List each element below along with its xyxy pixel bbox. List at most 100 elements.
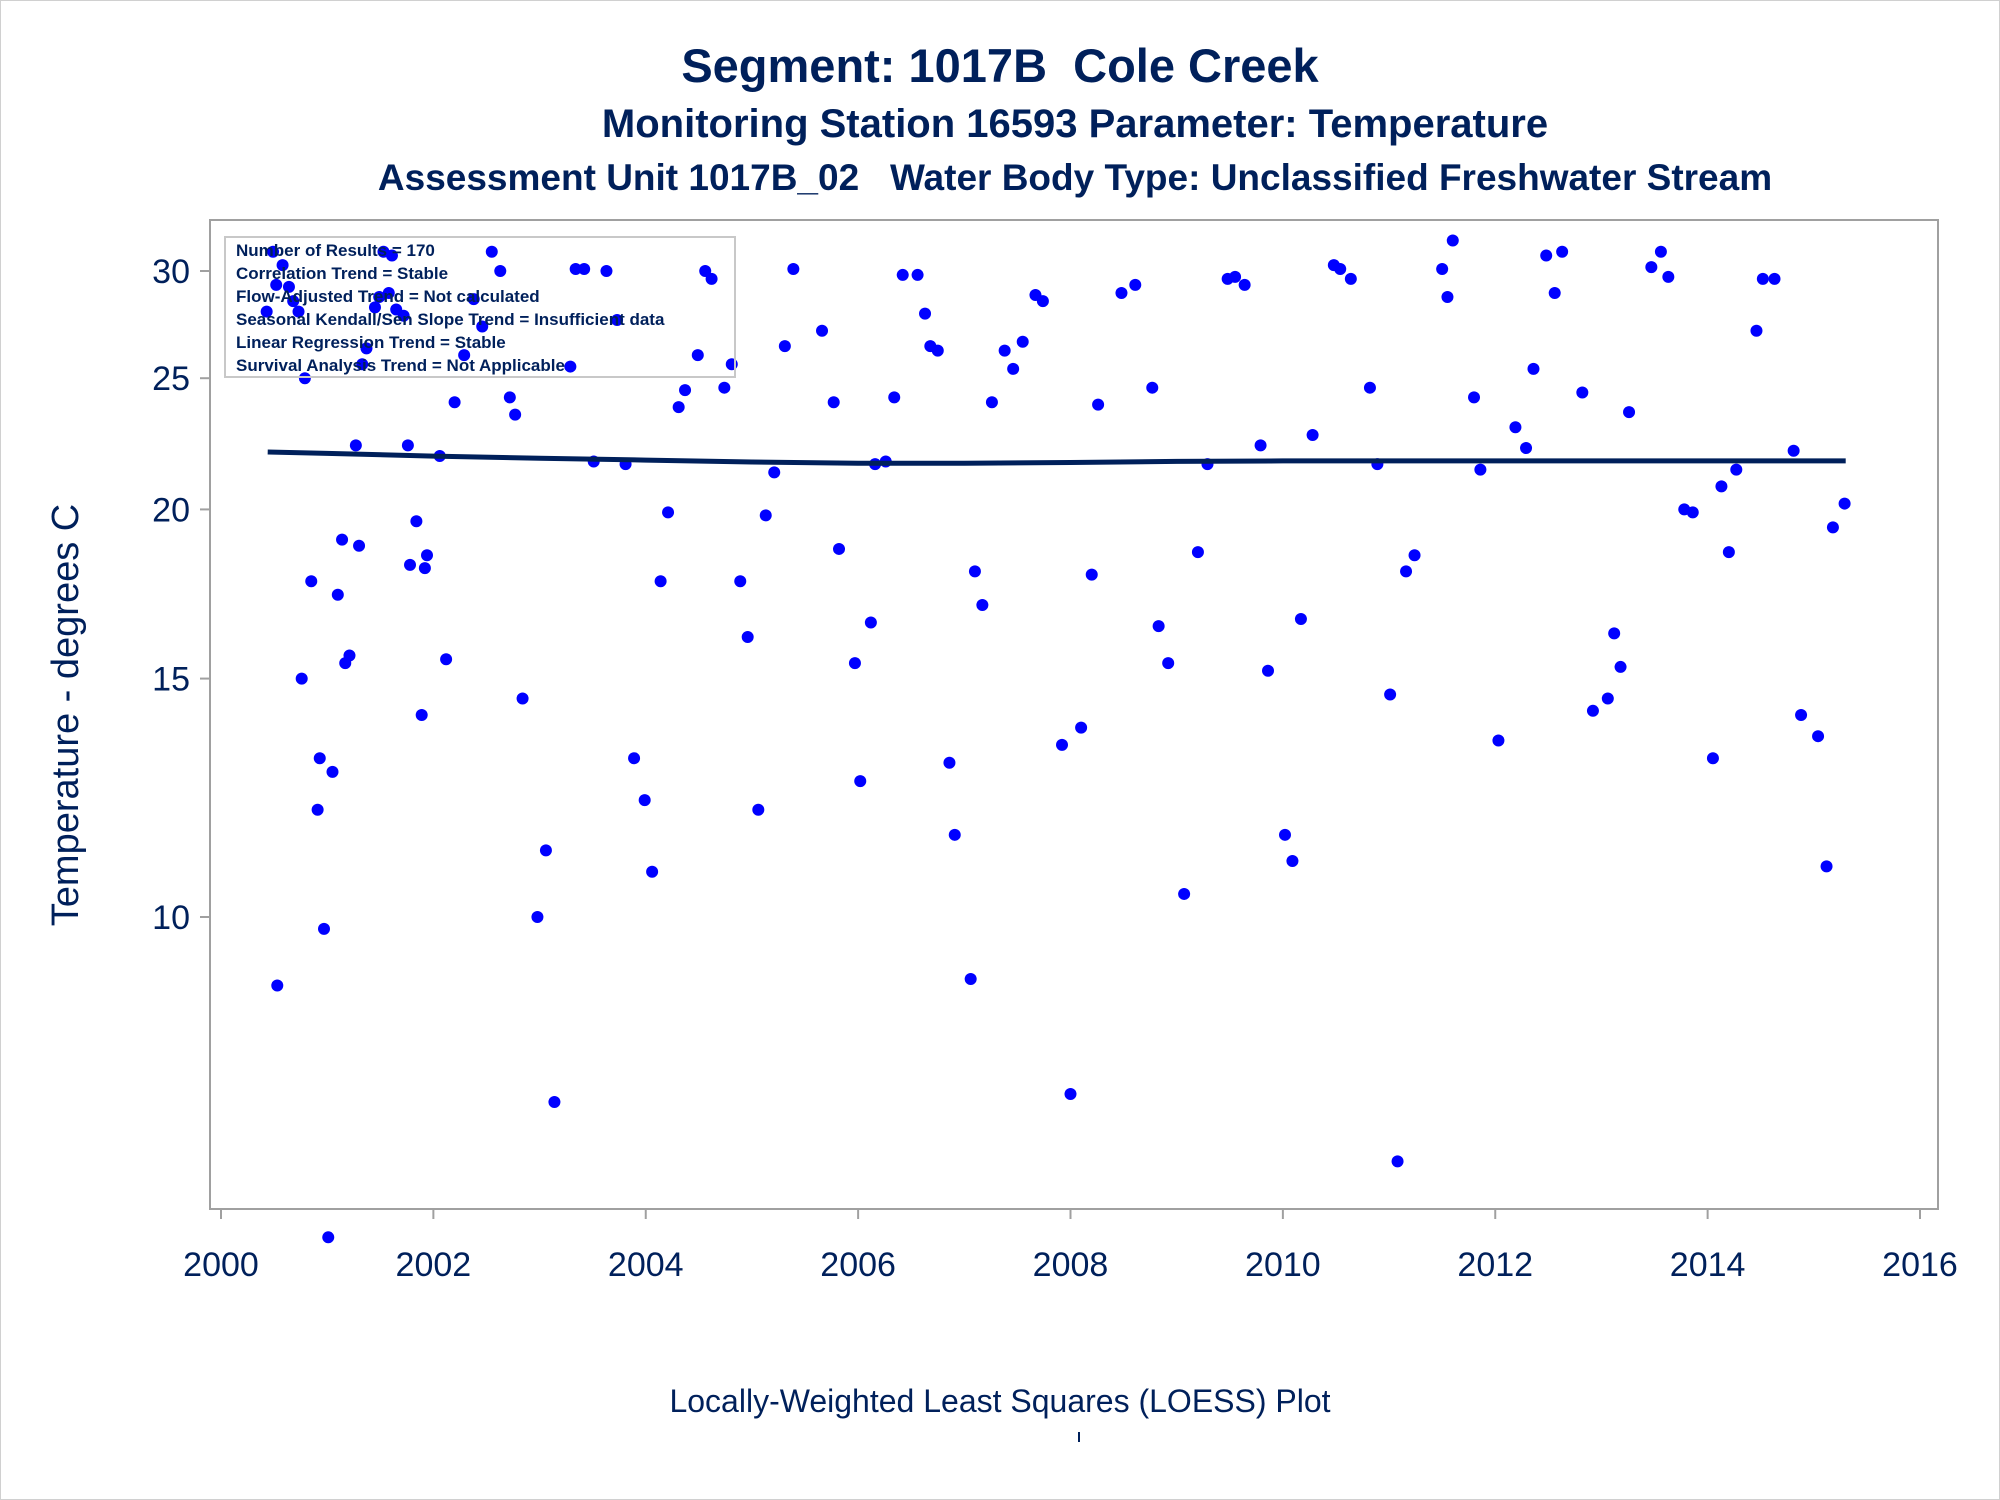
data-point xyxy=(827,396,840,409)
data-point xyxy=(638,794,651,807)
data-point xyxy=(1092,398,1105,411)
data-point xyxy=(1826,521,1839,534)
data-point xyxy=(1162,657,1175,670)
data-point xyxy=(679,384,692,397)
data-point xyxy=(295,672,308,685)
data-point xyxy=(1756,272,1769,285)
stats-line: Seasonal Kendall/Sen Slope Trend = Insuf… xyxy=(236,310,665,329)
data-point xyxy=(1614,660,1627,673)
data-point xyxy=(276,259,289,272)
data-point xyxy=(741,630,754,643)
footer-caption: Locally-Weighted Least Squares (LOESS) P… xyxy=(669,1383,1331,1419)
data-point xyxy=(564,360,577,373)
data-point xyxy=(1085,568,1098,581)
data-point xyxy=(833,542,846,555)
data-point xyxy=(864,616,877,629)
footer-mark xyxy=(1078,1432,1080,1442)
data-point xyxy=(516,692,529,705)
x-tick-label: 2008 xyxy=(1033,1246,1109,1284)
data-point xyxy=(1016,335,1029,348)
data-point xyxy=(1334,263,1347,276)
data-point xyxy=(1178,887,1191,900)
data-point xyxy=(691,349,704,362)
data-point xyxy=(313,752,326,765)
data-point xyxy=(385,249,398,262)
data-point xyxy=(1492,734,1505,747)
data-point xyxy=(919,307,932,320)
data-point xyxy=(322,1231,335,1244)
data-point xyxy=(368,301,381,314)
data-point xyxy=(415,708,428,721)
data-point xyxy=(401,439,414,452)
data-point xyxy=(1812,730,1825,743)
data-point xyxy=(418,562,431,575)
data-point xyxy=(662,506,675,519)
data-point xyxy=(1601,692,1614,705)
data-point xyxy=(672,401,685,414)
x-tick-label: 2014 xyxy=(1670,1246,1746,1284)
data-point xyxy=(331,588,344,601)
data-point xyxy=(1474,463,1487,476)
data-point xyxy=(931,344,944,357)
data-point xyxy=(1446,234,1459,247)
data-point xyxy=(494,265,507,277)
data-point xyxy=(578,263,591,276)
data-point xyxy=(705,272,718,285)
data-point xyxy=(752,803,765,816)
data-point xyxy=(287,295,300,308)
data-point xyxy=(485,245,498,258)
data-point xyxy=(292,305,305,318)
data-point xyxy=(1509,421,1522,434)
data-point xyxy=(1191,546,1204,559)
data-point xyxy=(888,391,901,404)
data-point xyxy=(778,340,791,353)
data-point xyxy=(1238,278,1251,291)
chart-subtitle-assessment: Assessment Unit 1017B_02 Water Body Type… xyxy=(377,157,1773,198)
data-point xyxy=(1706,752,1719,765)
data-point xyxy=(1115,286,1128,299)
data-point xyxy=(404,558,417,571)
data-point xyxy=(1436,263,1449,276)
data-point xyxy=(654,575,667,588)
data-point xyxy=(382,286,395,299)
data-point xyxy=(948,828,961,841)
data-point xyxy=(1838,497,1851,510)
data-point xyxy=(734,575,747,588)
data-point xyxy=(1064,1088,1077,1101)
stats-line: Survival Analysis Trend = Not Applicable xyxy=(236,356,565,375)
chart-subtitle-station: Monitoring Station 16593 Parameter: Temp… xyxy=(601,102,1549,146)
data-point xyxy=(267,245,280,258)
data-point xyxy=(628,752,641,765)
data-point xyxy=(848,657,861,670)
data-point xyxy=(1795,708,1808,721)
data-point xyxy=(1662,270,1675,283)
chart-title: Segment: 1017B Cole Creek xyxy=(681,39,1319,92)
data-point xyxy=(373,291,386,304)
data-point xyxy=(1787,444,1800,457)
data-point xyxy=(1262,664,1275,677)
data-point xyxy=(282,280,295,293)
data-point xyxy=(611,314,624,327)
data-point xyxy=(1344,272,1357,285)
stats-line: Linear Regression Trend = Stable xyxy=(236,333,506,352)
data-point xyxy=(943,756,956,769)
y-axis: 10 15 20 25 30 xyxy=(152,253,210,937)
data-point xyxy=(476,320,489,333)
x-axis: 2000 2002 2004 2006 2008 2010 2012 2014 2016 xyxy=(183,1209,1958,1284)
data-point xyxy=(1294,612,1307,625)
data-point xyxy=(816,324,829,337)
data-point xyxy=(410,515,423,528)
data-point xyxy=(1036,295,1049,308)
data-point xyxy=(1556,245,1569,258)
x-tick-label: 2002 xyxy=(396,1246,472,1284)
data-point xyxy=(1820,860,1833,873)
data-point xyxy=(356,358,369,371)
data-point xyxy=(1468,391,1481,404)
data-point xyxy=(343,649,356,662)
stats-line: Flow-Adjusted Trend = Not calculated xyxy=(236,287,540,306)
data-point xyxy=(1686,506,1699,519)
data-point xyxy=(349,439,362,452)
y-tick-label: 20 xyxy=(152,491,190,529)
data-point xyxy=(1520,442,1533,455)
